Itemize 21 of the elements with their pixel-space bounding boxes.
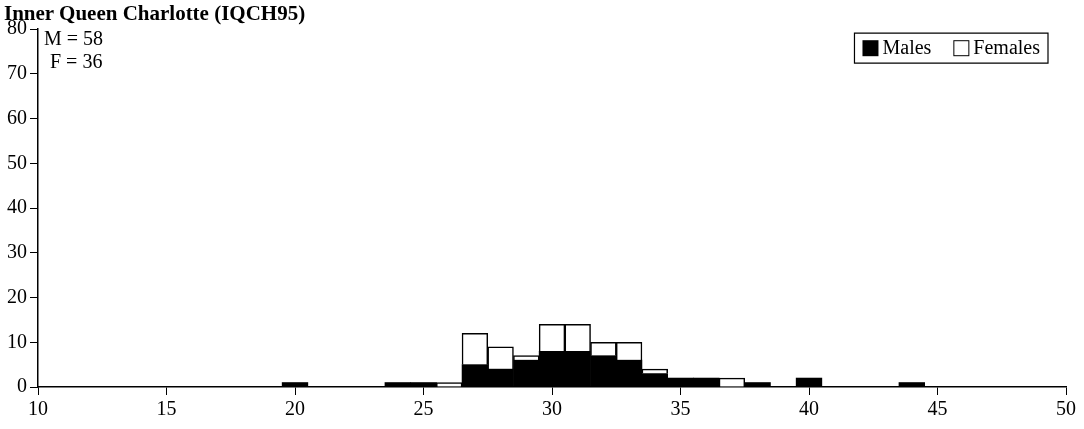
x-tick-label: 10	[28, 397, 48, 420]
y-tick-label: 60	[7, 105, 27, 128]
legend-label: Females	[973, 36, 1041, 59]
legend-label: Males	[882, 36, 932, 59]
annotation: F = 36	[50, 50, 103, 73]
x-tick-label: 30	[542, 397, 562, 420]
y-tick-label: 50	[7, 150, 27, 173]
y-tick-label: 40	[7, 195, 27, 218]
y-tick-label: 0	[17, 374, 27, 397]
y-tick-label: 30	[7, 240, 27, 263]
y-tick-label: 20	[7, 284, 27, 307]
y-tick-label: 10	[7, 329, 27, 352]
annotation: M = 58	[44, 27, 104, 50]
x-tick-label: 20	[285, 397, 305, 420]
x-tick-label: 25	[413, 397, 434, 420]
x-tick-label: 15	[156, 397, 177, 420]
x-tick-label: 45	[927, 397, 948, 420]
y-tick-label: 70	[7, 61, 27, 84]
x-tick-label: 40	[799, 397, 819, 420]
x-tick-label: 35	[670, 397, 691, 420]
x-tick-label: 50	[1056, 397, 1076, 420]
